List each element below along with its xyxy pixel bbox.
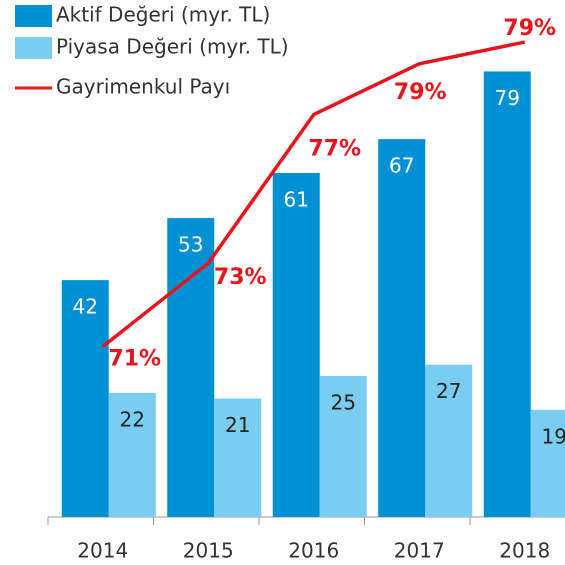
line-value-label: 73% (214, 265, 267, 290)
line (101, 40, 526, 348)
legend-label: Aktif Değeri (myr. TL) (56, 3, 270, 27)
bar (167, 218, 215, 517)
bar (61, 280, 109, 517)
bar-value-label: 61 (284, 187, 309, 211)
legend-label: Piyasa Değeri (myr. TL) (56, 35, 289, 59)
legend-swatch (15, 37, 52, 59)
bar (483, 71, 531, 517)
bar-value-label: 22 (120, 407, 145, 431)
legend-swatch (15, 5, 52, 27)
bar-value-label: 42 (73, 295, 98, 319)
bar (530, 409, 565, 517)
line-value-label: 79% (503, 16, 556, 41)
line-value-label: 79% (394, 80, 447, 105)
x-tick-label: 2014 (77, 539, 128, 563)
bar (319, 376, 367, 517)
bar (108, 392, 156, 517)
x-tick-label: 2016 (288, 539, 339, 563)
bar-value-label: 53 (178, 233, 203, 257)
bar-value-label: 67 (389, 154, 414, 178)
bar-value-label: 25 (331, 391, 356, 415)
x-tick-label: 2017 (394, 539, 445, 563)
bar (272, 172, 320, 517)
bar (378, 139, 426, 517)
line-value-label: 77% (308, 137, 361, 162)
bar (425, 364, 473, 517)
line-value-label: 71% (108, 347, 161, 372)
bar-value-label: 79 (495, 86, 520, 110)
bar-value-label: 27 (436, 379, 461, 403)
x-tick-label: 2018 (499, 539, 550, 563)
bar (214, 398, 262, 517)
legend-label: Gayrimenkul Payı (56, 75, 230, 99)
bar-value-label: 19 (542, 424, 565, 448)
bar-value-label: 21 (225, 413, 250, 437)
x-tick-label: 2015 (183, 539, 234, 563)
